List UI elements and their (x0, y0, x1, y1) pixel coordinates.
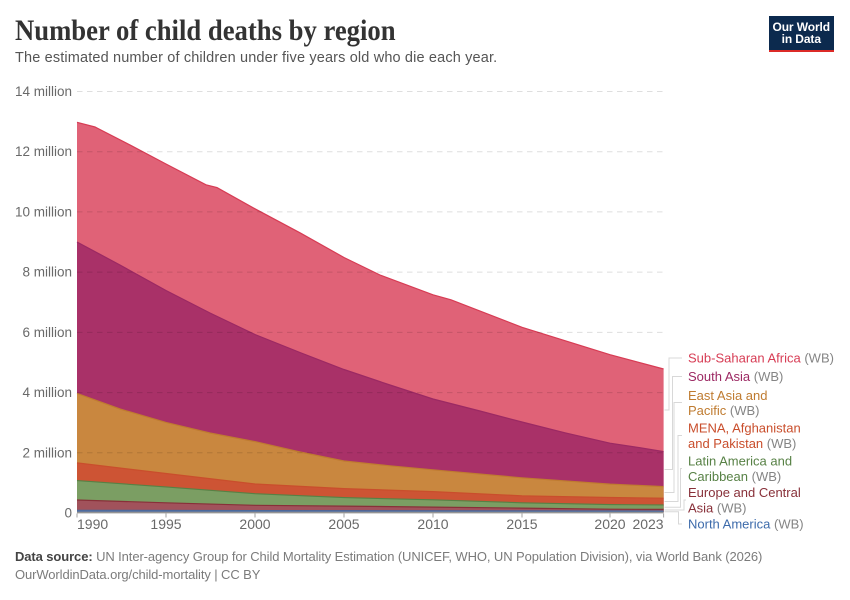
svg-text:1995: 1995 (150, 516, 181, 532)
svg-text:14 million: 14 million (15, 84, 72, 99)
svg-text:4 million: 4 million (22, 385, 72, 400)
svg-text:2005: 2005 (328, 516, 359, 532)
svg-text:2010: 2010 (417, 516, 448, 532)
svg-text:Sub-Saharan Africa (WB): Sub-Saharan Africa (WB) (688, 351, 834, 366)
svg-text:2000: 2000 (239, 516, 270, 532)
svg-text:2020: 2020 (594, 516, 625, 532)
svg-text:East Asia and: East Asia and (688, 388, 768, 403)
svg-text:8 million: 8 million (22, 265, 72, 280)
svg-text:12 million: 12 million (15, 144, 72, 159)
svg-text:Pacific (WB): Pacific (WB) (688, 403, 760, 418)
svg-text:Europe and Central: Europe and Central (688, 485, 801, 500)
svg-text:2 million: 2 million (22, 445, 72, 460)
svg-text:Caribbean (WB): Caribbean (WB) (688, 469, 781, 484)
svg-text:1990: 1990 (77, 516, 108, 532)
svg-text:and Pakistan (WB): and Pakistan (WB) (688, 436, 796, 451)
svg-text:Asia (WB): Asia (WB) (688, 501, 747, 516)
svg-text:6 million: 6 million (22, 325, 72, 340)
svg-text:MENA, Afghanistan: MENA, Afghanistan (688, 421, 801, 436)
svg-text:North America (WB): North America (WB) (688, 517, 804, 532)
svg-text:2023: 2023 (632, 516, 663, 532)
svg-text:Latin America and: Latin America and (688, 454, 792, 469)
svg-text:South Asia (WB): South Asia (WB) (688, 369, 783, 384)
svg-text:10 million: 10 million (15, 204, 72, 219)
svg-text:0: 0 (64, 506, 72, 521)
svg-text:2015: 2015 (506, 516, 537, 532)
